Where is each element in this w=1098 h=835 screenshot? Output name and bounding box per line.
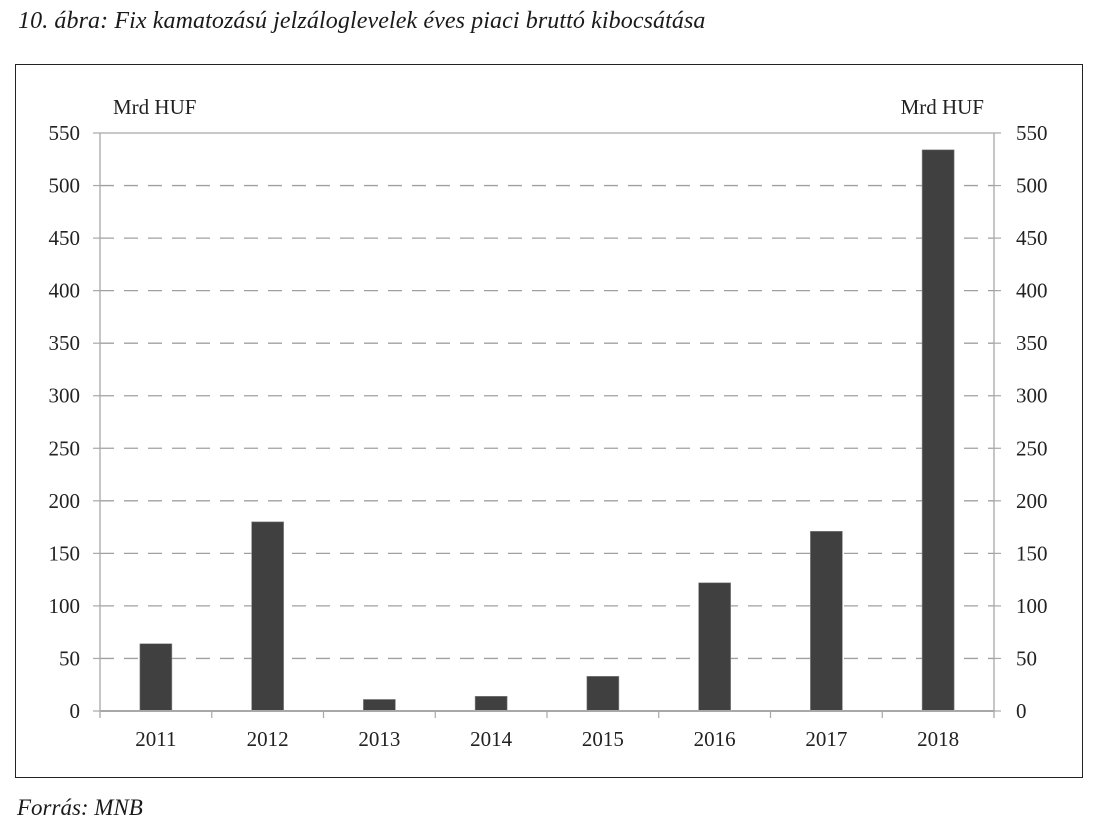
y-tick-label-left: 450 [49, 226, 81, 250]
bar-2017 [810, 530, 843, 712]
x-tick-label: 2013 [358, 727, 400, 751]
y-tick-label-left: 400 [49, 279, 81, 303]
y-tick-label-right: 350 [1016, 331, 1048, 355]
x-tick-label: 2014 [470, 727, 513, 751]
y-tick-label-left: 0 [70, 699, 81, 723]
y-tick-label-left: 500 [49, 174, 81, 198]
y-tick-label-left: 150 [49, 541, 81, 565]
y-tick-label-right: 100 [1016, 594, 1048, 618]
x-tick-label: 2018 [917, 727, 959, 751]
y-axis-left-unit: Mrd HUF [113, 95, 196, 119]
bar-2014 [474, 695, 508, 712]
bar-2018 [921, 149, 955, 712]
y-axis-left-labels: 0 50 100 150 200 250 300 350 400 450 500 550 [49, 121, 81, 723]
gridlines [100, 132, 994, 660]
bar-2015 [586, 676, 620, 712]
y-axis-right-labels: 0 50 100 150 200 250 300 350 400 450 500 550 [1016, 121, 1048, 723]
chart-frame [15, 64, 1083, 778]
bar-2016 [698, 582, 731, 712]
y-tick-label-right: 200 [1016, 489, 1048, 513]
x-tick-label: 2015 [582, 727, 624, 751]
x-tick-label: 2017 [805, 727, 847, 751]
x-tick-label: 2012 [247, 727, 289, 751]
axes [93, 132, 1001, 718]
y-tick-label-left: 200 [49, 489, 81, 513]
y-tick-label-left: 250 [49, 436, 81, 460]
y-tick-label-right: 50 [1016, 646, 1037, 670]
bars [139, 149, 955, 712]
y-tick-label-right: 450 [1016, 226, 1048, 250]
y-tick-label-left: 300 [49, 384, 81, 408]
x-axis-labels: 2011 2012 2013 2014 2015 2016 2017 2018 [135, 727, 959, 751]
figure-source: Forrás: MNB [17, 795, 143, 820]
bar-2012 [251, 521, 284, 712]
x-tick-label: 2011 [135, 727, 176, 751]
y-tick-label-right: 400 [1016, 279, 1048, 303]
y-tick-label-right: 500 [1016, 174, 1048, 198]
y-tick-label-left: 350 [49, 331, 81, 355]
bar-2011 [139, 643, 173, 712]
y-tick-label-left: 100 [49, 594, 81, 618]
y-tick-label-left: 550 [49, 121, 81, 145]
y-tick-label-right: 150 [1016, 541, 1048, 565]
y-axis-right-unit: Mrd HUF [901, 95, 984, 119]
y-tick-label-right: 250 [1016, 436, 1048, 460]
y-tick-label-right: 550 [1016, 121, 1048, 145]
x-tick-label: 2016 [694, 727, 736, 751]
figure-title: 10. ábra: Fix kamatozású jelzáloglevelek… [18, 8, 706, 34]
y-tick-label-left: 50 [59, 646, 80, 670]
y-tick-label-right: 300 [1016, 384, 1048, 408]
bar-2013 [363, 699, 396, 712]
y-tick-label-right: 0 [1016, 699, 1027, 723]
